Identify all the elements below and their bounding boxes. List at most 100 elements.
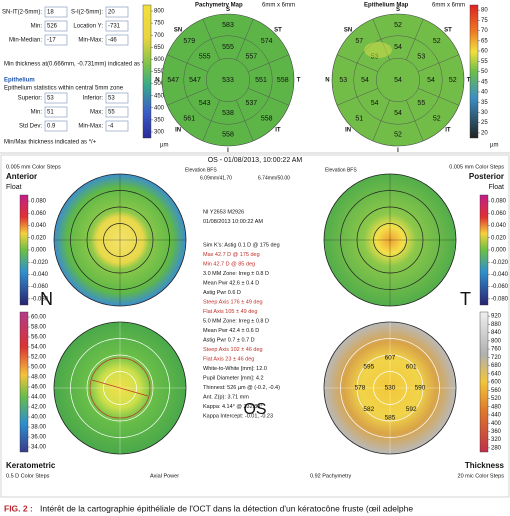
orientation-label: ST xyxy=(444,28,452,34)
map-value: 53 xyxy=(339,77,347,84)
colorbar-label: 55 xyxy=(481,59,488,65)
sector-line xyxy=(406,18,424,60)
sector-line xyxy=(336,54,378,72)
orientation-label: SN xyxy=(174,28,182,34)
stat-value: 526 xyxy=(47,24,58,30)
colorbar-label: 50.00 xyxy=(31,365,47,371)
map-title: Posterior xyxy=(469,172,504,181)
colorbar-label: 40.00 xyxy=(31,415,47,421)
stat-value: -46 xyxy=(108,38,117,44)
colorbar-label: 400 xyxy=(154,105,165,111)
side-label: N xyxy=(40,289,53,309)
color-steps: 0.005 mm Color Steps xyxy=(6,164,61,170)
stat-box xyxy=(44,92,68,104)
color-steps: 0.5 D Color Steps xyxy=(6,473,50,479)
colorbar-label: 0.020 xyxy=(491,235,507,241)
colorbar-label: 360 xyxy=(491,429,502,435)
map-value: 558 xyxy=(261,116,273,123)
stat-label: Min-Max: xyxy=(78,124,103,130)
epithelium-note: Epithelium statistics within central 5mm… xyxy=(4,86,124,92)
colorbar-label: 50 xyxy=(481,69,488,75)
map-value: 54 xyxy=(394,77,402,84)
colorbar-label: 44.00 xyxy=(31,395,47,401)
sector-line xyxy=(372,100,390,142)
stat-label: Superior: xyxy=(18,96,43,102)
colorbar-label: -0.040 xyxy=(491,272,509,278)
stat-value: 53 xyxy=(47,96,54,102)
colorbar-label: 880 xyxy=(491,322,502,328)
map-value: 607 xyxy=(385,355,396,362)
colorbar-label: 35 xyxy=(481,100,488,106)
colorbar-label: 700 xyxy=(154,33,165,39)
sector-line xyxy=(418,54,460,72)
colorbar xyxy=(469,4,479,139)
stat-label: S-I(2-5mm): xyxy=(71,10,103,16)
stat-box xyxy=(44,34,68,46)
stat-box xyxy=(105,120,129,132)
zone-ring xyxy=(205,57,251,103)
orientation-label: S xyxy=(226,7,230,13)
colorbar-label: 500 xyxy=(154,81,165,87)
map-value: 54 xyxy=(371,100,379,107)
colorbar-label: 58.00 xyxy=(31,325,47,331)
map-value: 583 xyxy=(222,22,234,29)
map-value: 538 xyxy=(222,110,234,117)
map-value: 530 xyxy=(385,385,396,392)
map-value: 557 xyxy=(245,54,257,61)
summary-line: 3.0 MM Zone: Irreg ± 0.8 D xyxy=(203,271,269,277)
sector-line xyxy=(202,100,220,142)
summary-line: Kappa: 4.14° @ 332.89° xyxy=(203,404,263,410)
map-kind: 0.92 Pachymetry xyxy=(310,473,352,479)
colorbar-label: -0.020 xyxy=(491,260,509,266)
colorbar-label: 0.000 xyxy=(491,248,507,254)
map-value: 52 xyxy=(433,116,441,123)
colorbar-label: 36.00 xyxy=(31,435,47,441)
colorbar xyxy=(479,311,489,453)
colorbar-label: 46.00 xyxy=(31,385,47,391)
colorbar-label: 920 xyxy=(491,314,502,320)
colorbar-label: 75 xyxy=(481,18,488,24)
summary-line: Astig Pwr 0.7 ± 0.7 D xyxy=(203,337,255,343)
unit: µm xyxy=(160,143,168,149)
map-value: 54 xyxy=(361,77,369,84)
colorbar-label: 800 xyxy=(154,9,165,15)
map-title: Keratometric xyxy=(6,461,56,470)
map-mode: Float xyxy=(488,184,504,191)
colorbar xyxy=(479,194,489,306)
map-value: 582 xyxy=(363,406,374,413)
stat-box xyxy=(44,20,68,32)
colorbar-label: 600 xyxy=(491,380,502,386)
map-value: 595 xyxy=(363,364,374,371)
colorbar-label: 0.020 xyxy=(31,235,47,241)
steep-axis xyxy=(91,379,149,397)
colorbar-label: 300 xyxy=(154,130,165,136)
sector-line xyxy=(248,88,290,106)
map-value: 590 xyxy=(415,385,426,392)
map-title: Epithelium Map xyxy=(364,3,409,9)
stat-label: Location Y: xyxy=(73,24,103,30)
unit: µm xyxy=(490,143,498,149)
stat-box xyxy=(105,106,129,118)
colorbar-label: 52.00 xyxy=(31,355,47,361)
stat-label: Std Dev: xyxy=(19,124,42,130)
orientation-label: IN xyxy=(175,128,181,134)
map-value: 561 xyxy=(183,116,195,123)
colorbar-label: 0.060 xyxy=(491,211,507,217)
colorbar-label: 0.040 xyxy=(31,223,47,229)
orientation-label: IT xyxy=(445,128,451,134)
map-value: 555 xyxy=(222,44,234,51)
stat-value: 55 xyxy=(108,110,115,116)
map-value: 53 xyxy=(417,54,425,61)
stat-value: -17 xyxy=(47,38,56,44)
map-title: Anterior xyxy=(6,172,37,181)
summary-line: Steep Axis 102 ± 46 deg xyxy=(203,347,263,353)
summary-line: Flat Axis 105 ± 49 deg xyxy=(203,309,257,315)
stat-label: Inferior: xyxy=(83,96,104,102)
stat-label: Min: xyxy=(31,110,43,116)
sector-line xyxy=(336,88,378,106)
colorbar-label: 280 xyxy=(491,445,502,451)
stat-box xyxy=(105,20,129,32)
colorbar-label: 0.000 xyxy=(31,248,47,254)
map-value: 54 xyxy=(394,44,402,51)
